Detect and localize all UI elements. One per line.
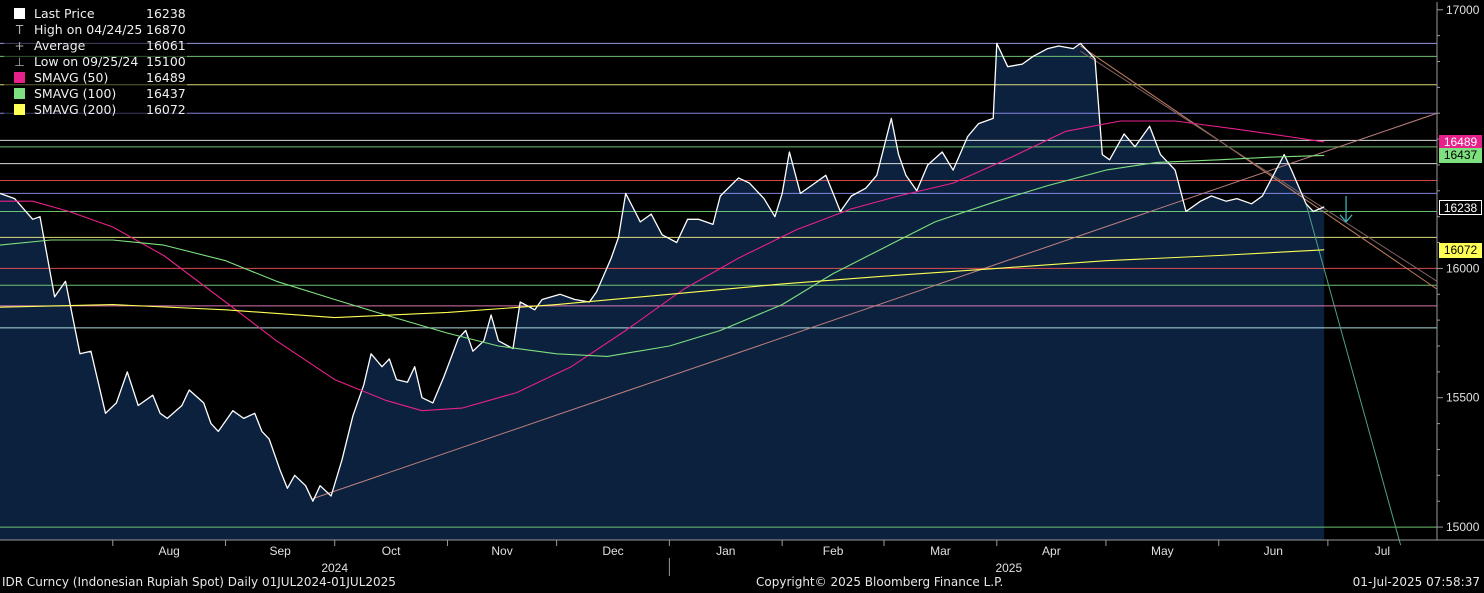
legend-label: High on 04/24/25: [34, 22, 143, 37]
legend-label: Last Price: [34, 6, 95, 21]
smavg-50-line: [0, 120, 1325, 412]
legend-swatch-icon: [14, 88, 25, 99]
legend-row: SMAVG (100) 16437: [4, 86, 187, 102]
trendline-3: [1305, 203, 1402, 546]
legend-value: 15100: [146, 54, 186, 69]
legend-row: T High on 04/24/25 16870: [4, 22, 187, 38]
legend-value: 16061: [146, 38, 186, 53]
y-tick-label-17000: 17000: [1446, 3, 1480, 17]
legend: Last Price 16238 T High on 04/24/25 16870 + Av…: [4, 6, 187, 124]
trendline-2: [1080, 50, 1438, 282]
legend-label: SMAVG (100): [34, 86, 117, 101]
x-tick-label-jun: Jun: [1264, 544, 1283, 558]
legend-marker-icon: T: [15, 23, 24, 37]
x-tick-label-feb: Feb: [823, 544, 844, 558]
legend-row: + Average 16061: [4, 38, 187, 54]
legend-row: SMAVG (50) 16489: [4, 70, 187, 86]
x-tick-label-dec: Dec: [602, 544, 623, 558]
x-tick-label-oct: Oct: [382, 544, 401, 558]
legend-label: Low on 09/25/24: [34, 54, 139, 69]
trendline-0: [312, 112, 1438, 500]
price-area-fill: [0, 43, 1325, 541]
year-label-2024: 2024: [321, 561, 348, 575]
legend-label: SMAVG (200): [34, 102, 117, 117]
legend-row: ⊥ Low on 09/25/24 15100: [4, 54, 187, 70]
year-label-2025: 2025: [995, 561, 1022, 575]
footer-security-info: IDR Curncy (Indonesian Rupiah Spot) Dail…: [2, 575, 396, 589]
legend-swatch-icon: [14, 104, 25, 115]
legend-value: 16870: [146, 22, 186, 37]
value-tag-16437: 16437: [1439, 148, 1482, 164]
value-tag-16072: 16072: [1439, 242, 1482, 258]
x-tick-label-apr: Apr: [1042, 544, 1061, 558]
footer-timestamp: 01-Jul-2025 07:58:37: [1352, 575, 1480, 589]
x-tick-label-aug: Aug: [158, 544, 179, 558]
down-arrow-head-icon: [1339, 214, 1353, 223]
x-tick-label-may: May: [1151, 544, 1174, 558]
x-tick-label-jul: Jul: [1375, 544, 1390, 558]
legend-label: Average: [34, 38, 86, 53]
footer-copyright: Copyright© 2025 Bloomberg Finance L.P.: [756, 575, 1004, 589]
legend-value: 16072: [146, 102, 186, 117]
legend-swatch-icon: [14, 72, 25, 83]
y-tick-label-15500: 15500: [1446, 391, 1480, 405]
legend-marker-icon: ⊥: [14, 55, 25, 69]
legend-marker-icon: +: [14, 39, 25, 53]
x-tick-label-mar: Mar: [930, 544, 951, 558]
trendline-1: [1080, 45, 1438, 290]
y-tick-label-16000: 16000: [1446, 261, 1480, 275]
x-tick-label-jan: Jan: [716, 544, 735, 558]
x-tick-label-nov: Nov: [491, 544, 512, 558]
smavg-200-line: [0, 249, 1325, 319]
legend-value: 16489: [146, 70, 186, 85]
legend-value: 16238: [146, 6, 186, 21]
last-price-line: [0, 42, 1325, 502]
legend-swatch-icon: [14, 8, 25, 19]
y-tick-label-15000: 15000: [1446, 520, 1480, 534]
value-tag-16238: 16238: [1439, 199, 1482, 215]
legend-row: SMAVG (200) 16072: [4, 102, 187, 118]
x-tick-label-sep: Sep: [269, 544, 291, 558]
smavg-100-line: [0, 154, 1325, 357]
legend-row: Last Price 16238: [4, 6, 187, 22]
legend-value: 16437: [146, 86, 186, 101]
value-tag-16489: 16489: [1439, 134, 1482, 150]
legend-label: SMAVG (50): [34, 70, 109, 85]
